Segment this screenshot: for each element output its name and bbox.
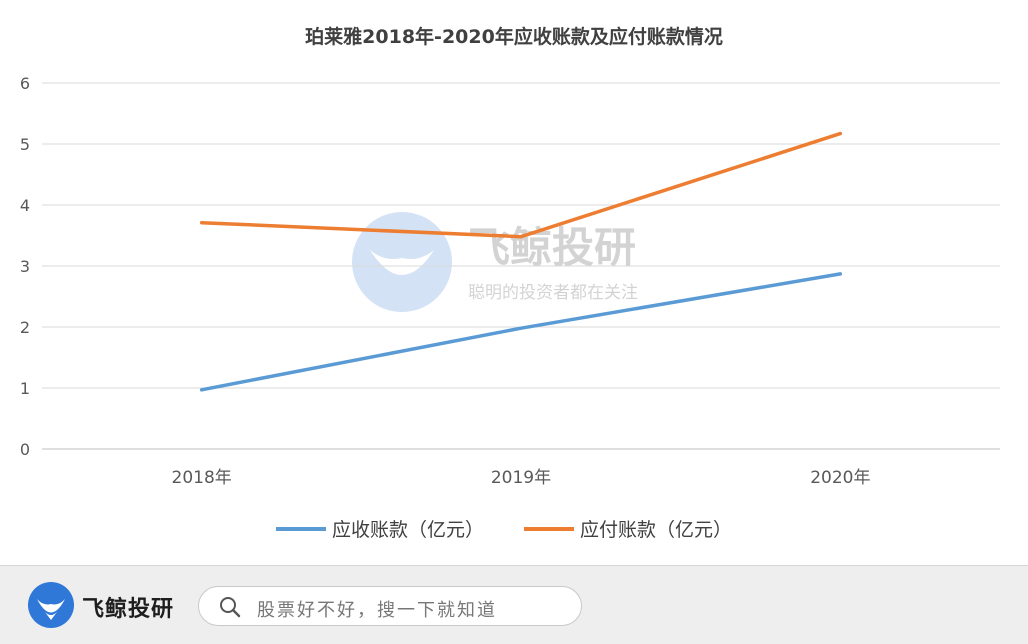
y-tick-label: 5 xyxy=(20,135,30,154)
watermark-name: 飞鲸投研 xyxy=(468,223,636,272)
search-placeholder: 股票好不好，搜一下就知道 xyxy=(257,600,497,621)
legend-label: 应收账款（亿元） xyxy=(332,519,484,541)
x-tick-label: 2020年 xyxy=(810,468,870,488)
chart-title: 珀莱雅2018年-2020年应收账款及应付账款情况 xyxy=(305,25,723,48)
x-tick-label: 2018年 xyxy=(172,468,232,488)
x-axis: 2018年 2019年 2020年 xyxy=(172,468,871,488)
y-tick-label: 3 xyxy=(20,257,30,276)
footer-bar: 飞鲸投研 股票好不好，搜一下就知道 xyxy=(0,565,1028,644)
search-icon xyxy=(220,597,241,618)
data-point xyxy=(519,235,523,239)
data-point xyxy=(200,221,204,225)
data-point xyxy=(200,388,204,392)
watermark-slogan: 聪明的投资者都在关注 xyxy=(468,283,638,303)
y-axis: 0 1 2 3 4 5 6 xyxy=(20,74,30,459)
y-tick-label: 6 xyxy=(20,74,30,93)
series-lines xyxy=(199,131,843,392)
brand-name: 飞鲸投研 xyxy=(82,597,175,622)
y-tick-label: 1 xyxy=(20,379,30,398)
data-point xyxy=(519,326,523,330)
watermark: 飞鲸投研 聪明的投资者都在关注 xyxy=(352,212,638,312)
search-input[interactable]: 股票好不好，搜一下就知道 xyxy=(198,586,582,626)
watermark-logo xyxy=(352,212,452,312)
data-point xyxy=(838,272,842,276)
whale-logo-icon xyxy=(28,582,74,628)
data-point xyxy=(838,132,842,136)
gridlines xyxy=(42,82,1000,450)
legend: 应收账款（亿元） 应付账款（亿元） xyxy=(276,519,732,541)
series-line-2 xyxy=(199,131,843,239)
x-tick-label: 2019年 xyxy=(491,468,551,488)
y-tick-label: 0 xyxy=(20,440,30,459)
y-tick-label: 2 xyxy=(20,318,30,337)
y-tick-label: 4 xyxy=(20,196,30,215)
legend-label: 应付账款（亿元） xyxy=(580,519,732,541)
